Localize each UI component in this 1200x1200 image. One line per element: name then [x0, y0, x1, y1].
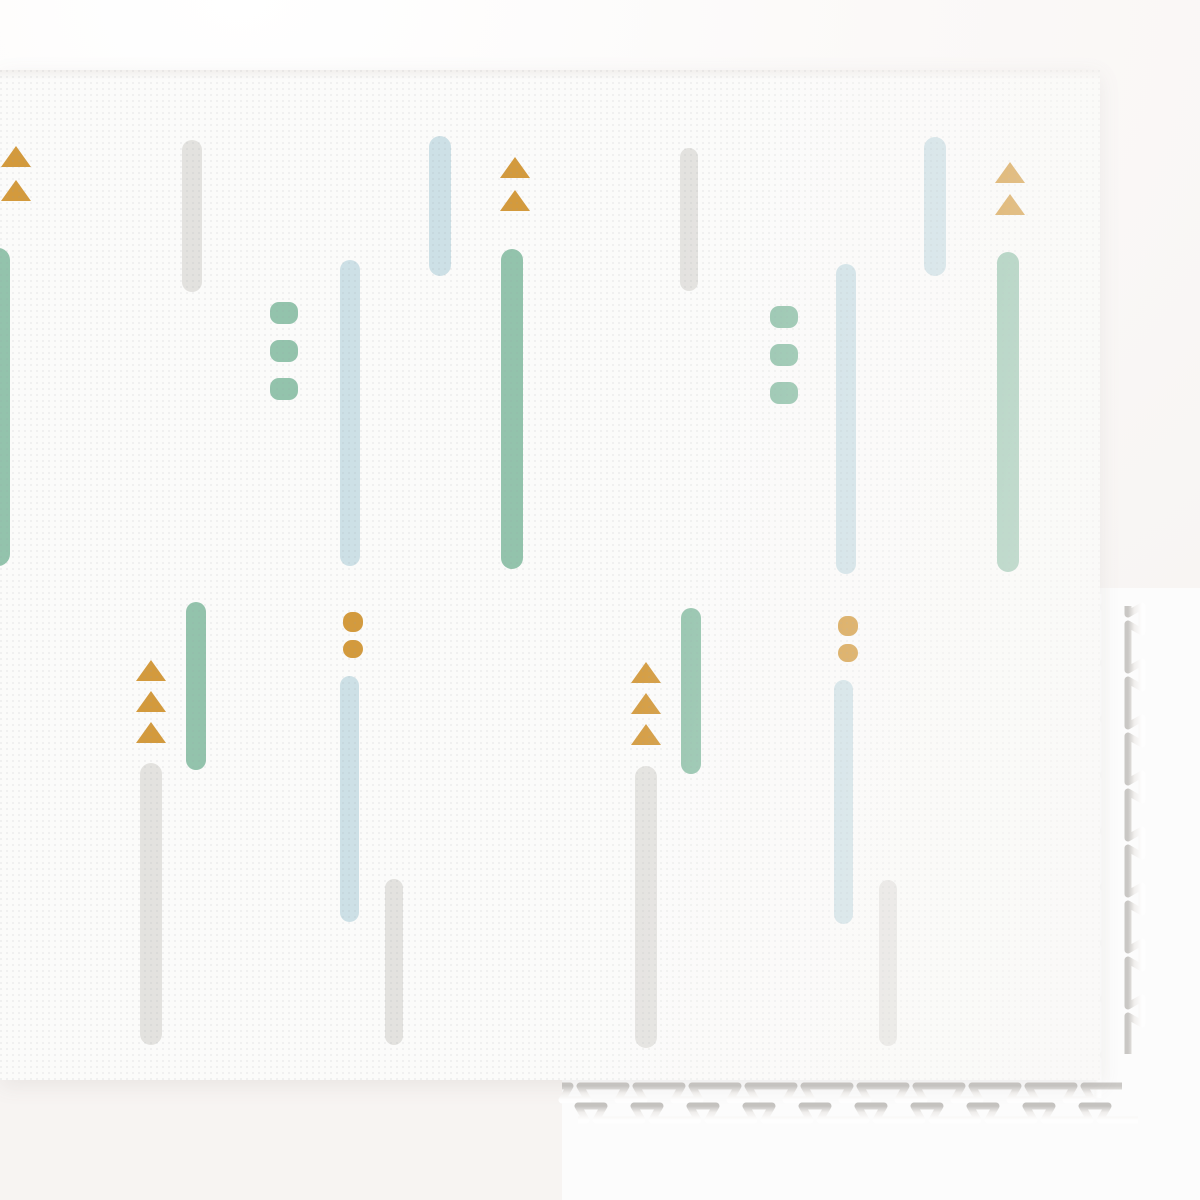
triangle-marker-icon	[995, 162, 1025, 183]
triangle-marker-icon	[500, 190, 530, 211]
main-mat-tile[interactable]	[0, 70, 1100, 1080]
dash-mark-sage-green	[270, 302, 298, 324]
triangle-marker-icon	[136, 691, 166, 712]
brush-stroke-warm-gray	[140, 763, 162, 1045]
brush-stroke-warm-gray	[879, 880, 897, 1046]
dash-mark-ochre	[343, 640, 363, 658]
brush-stroke-sage-green	[997, 252, 1019, 572]
brush-stroke-pale-blue	[340, 260, 360, 566]
brush-stroke-warm-gray	[680, 148, 698, 291]
brush-stroke-warm-gray	[635, 766, 657, 1048]
brush-stroke-warm-gray	[385, 879, 403, 1045]
triangle-marker-icon	[631, 662, 661, 683]
dash-mark-sage-green	[770, 344, 798, 366]
triangle-marker-icon	[631, 693, 661, 714]
brush-stroke-sage-green	[681, 608, 701, 774]
brush-stroke-warm-gray	[182, 140, 202, 292]
triangle-marker-icon	[1, 146, 31, 167]
brush-stroke-sage-green	[501, 249, 523, 569]
brush-stroke-sage-green	[0, 248, 10, 566]
mat-top-shadow	[0, 70, 1100, 80]
triangle-marker-icon	[995, 194, 1025, 215]
brush-stroke-pale-blue	[924, 137, 946, 276]
dash-mark-sage-green	[270, 340, 298, 362]
dash-mark-sage-green	[770, 382, 798, 404]
triangle-marker-icon	[500, 157, 530, 178]
brush-stroke-pale-blue	[836, 264, 856, 574]
triangle-marker-icon	[631, 724, 661, 745]
brush-stroke-pale-blue	[834, 680, 853, 924]
brush-stroke-sage-green	[186, 602, 206, 770]
dash-mark-ochre	[838, 644, 858, 662]
dash-mark-ochre	[838, 616, 858, 636]
triangle-marker-icon	[1, 180, 31, 201]
brush-stroke-pale-blue	[340, 676, 359, 922]
dash-mark-sage-green	[270, 378, 298, 400]
triangle-marker-icon	[136, 722, 166, 743]
dash-mark-ochre	[343, 612, 363, 632]
brush-stroke-pale-blue	[429, 136, 451, 276]
dash-mark-sage-green	[770, 306, 798, 328]
puzzle-edge-bottom	[558, 1082, 1138, 1124]
adjacent-tile-right	[1098, 588, 1200, 1078]
triangle-marker-icon	[136, 660, 166, 681]
